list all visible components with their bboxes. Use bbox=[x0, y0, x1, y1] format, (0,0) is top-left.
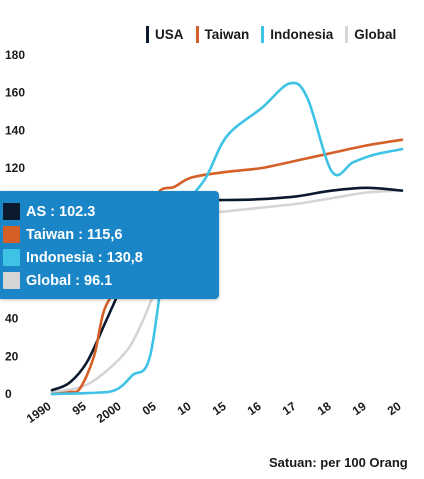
tooltip-label-taiwan: Taiwan : 115,6 bbox=[26, 226, 123, 243]
tooltip-row-taiwan: Taiwan : 115,6 bbox=[3, 226, 122, 243]
y-tick-label: 20 bbox=[5, 349, 19, 363]
x-tick-label: 17 bbox=[280, 399, 299, 418]
tooltip-label-indonesia: Indonesia : 130,8 bbox=[26, 249, 143, 266]
hover-tooltip: AS : 102.3 Taiwan : 115,6 Indonesia : 13… bbox=[0, 191, 219, 299]
unit-note: Satuan: per 100 Orang bbox=[269, 455, 408, 470]
legend-item-taiwan[interactable]: Taiwan bbox=[195, 26, 250, 43]
tooltip-label-global: Global : 96.1 bbox=[26, 272, 113, 289]
legend-item-global[interactable]: Global bbox=[345, 26, 396, 43]
legend-swatch-global bbox=[345, 26, 349, 43]
tooltip-swatch-usa bbox=[3, 203, 20, 220]
tooltip-row-indonesia: Indonesia : 130,8 bbox=[3, 249, 143, 266]
legend-swatch-usa bbox=[146, 26, 149, 43]
tooltip-swatch-indonesia bbox=[3, 249, 20, 266]
tooltip-swatch-global bbox=[3, 272, 20, 289]
series-line-taiwan bbox=[50, 138, 404, 396]
tooltip-row-global: Global : 96.1 bbox=[3, 272, 112, 289]
y-tick-label: 160 bbox=[5, 86, 25, 100]
legend-item-usa[interactable]: USA bbox=[146, 26, 184, 43]
legend-swatch-indonesia bbox=[261, 26, 265, 43]
chart-legend: USA Taiwan Indonesia Global bbox=[146, 26, 408, 43]
y-tick-label: 180 bbox=[5, 48, 25, 62]
x-tick-label: 2000 bbox=[94, 399, 124, 426]
legend-label-usa: USA bbox=[155, 27, 184, 42]
y-tick-label: 140 bbox=[5, 123, 25, 137]
x-tick-label: 19 bbox=[350, 399, 369, 418]
tooltip-label-usa: AS : 102.3 bbox=[26, 203, 96, 220]
x-tick-label: 05 bbox=[140, 399, 159, 418]
tooltip-row-usa: AS : 102.3 bbox=[3, 203, 95, 220]
x-tick-label: 95 bbox=[70, 399, 89, 418]
y-tick-label: 40 bbox=[5, 312, 19, 326]
x-tick-label: 1990 bbox=[24, 399, 54, 426]
x-tick-label: 10 bbox=[175, 399, 194, 418]
legend-item-indonesia[interactable]: Indonesia bbox=[261, 26, 333, 43]
legend-label-indonesia: Indonesia bbox=[270, 27, 334, 42]
legend-swatch-taiwan bbox=[195, 26, 199, 43]
x-tick-label: 20 bbox=[385, 399, 404, 418]
x-tick-label: 18 bbox=[315, 399, 334, 418]
y-tick-label: 120 bbox=[5, 161, 25, 175]
x-tick-label: 16 bbox=[245, 399, 264, 418]
tooltip-swatch-taiwan bbox=[3, 226, 20, 243]
x-tick-label: 15 bbox=[210, 399, 229, 418]
legend-label-taiwan: Taiwan bbox=[204, 27, 250, 42]
y-tick-label: 0 bbox=[5, 387, 12, 401]
legend-label-global: Global bbox=[354, 27, 397, 42]
series-line-indonesia bbox=[50, 81, 404, 396]
